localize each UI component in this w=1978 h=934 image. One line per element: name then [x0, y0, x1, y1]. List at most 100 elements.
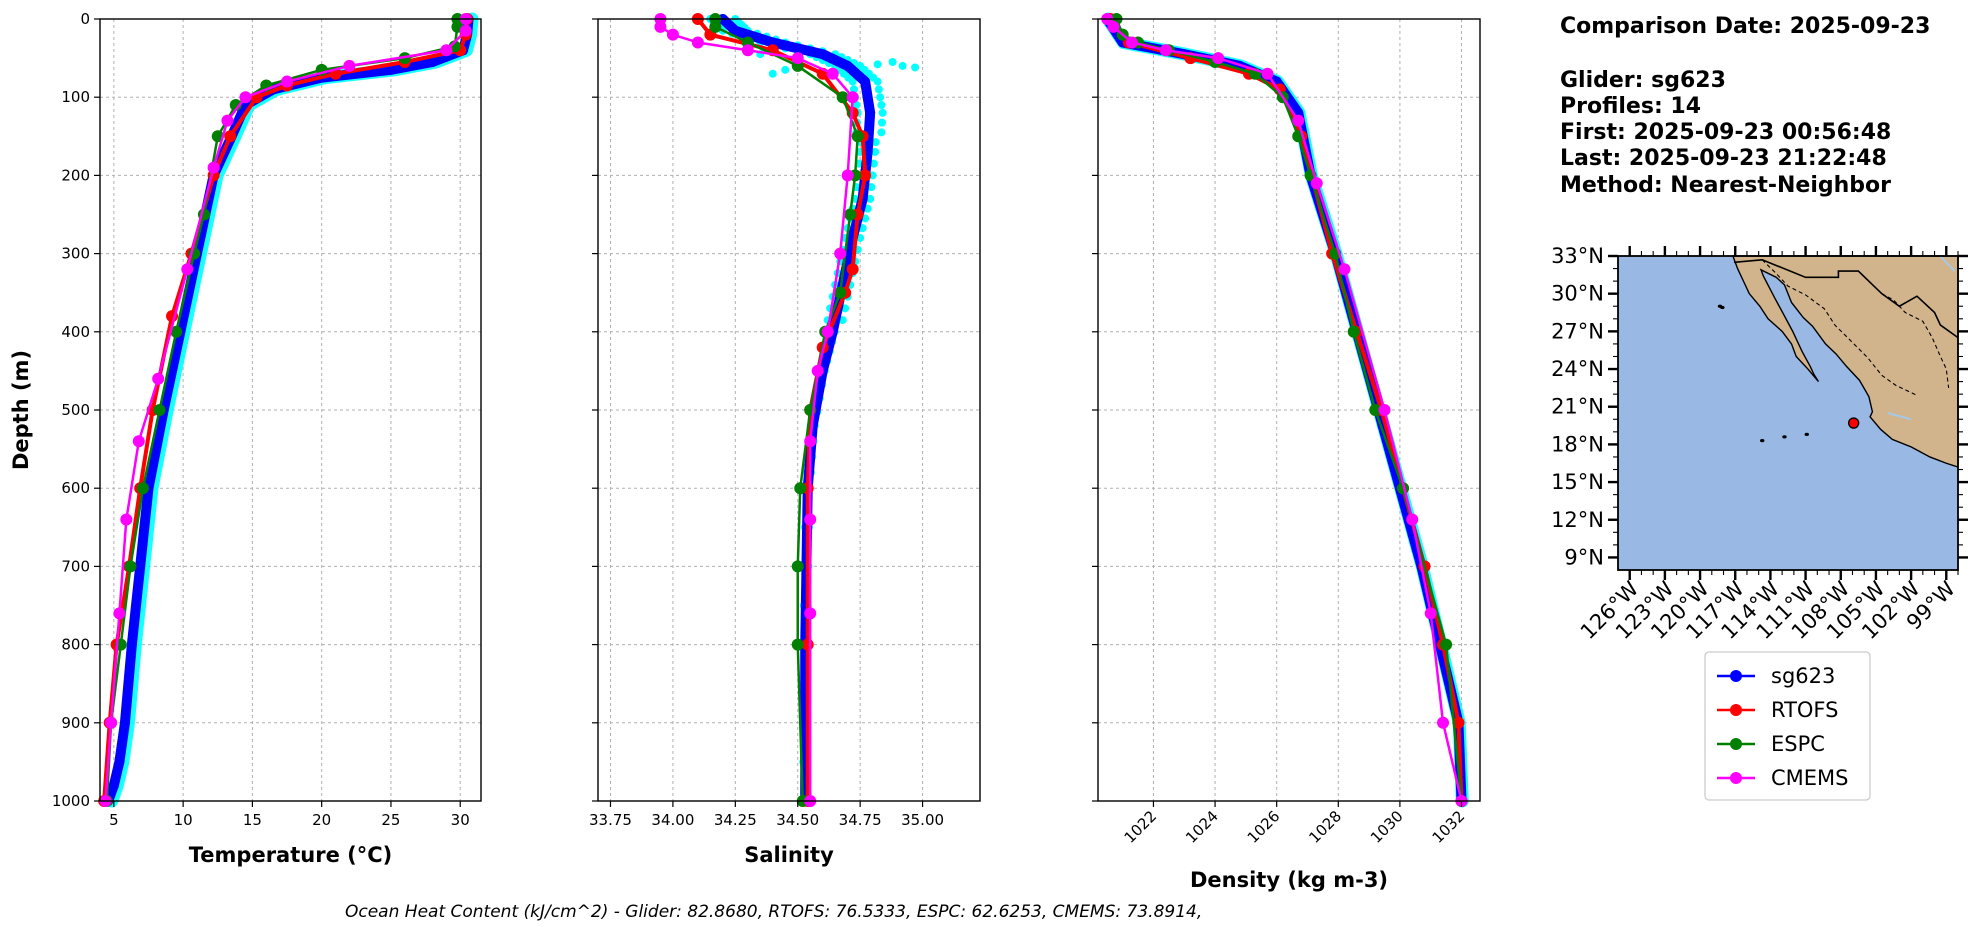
raw-glider-point: [876, 93, 885, 102]
data-point-cmems: [1310, 177, 1323, 190]
x-tick-label: 10: [174, 811, 193, 829]
data-point-cmems: [804, 435, 817, 448]
data-point-cmems: [821, 325, 834, 338]
y-tick-label: 700: [61, 557, 90, 575]
raw-glider-point: [867, 183, 876, 192]
y-axis-label: Depth (m): [9, 350, 33, 470]
data-point-sg623: [135, 561, 146, 572]
data-point-cmems: [666, 28, 679, 41]
data-point-cmems: [459, 24, 472, 37]
data-point-cmems: [1212, 52, 1225, 65]
data-point-sg623: [385, 64, 396, 75]
legend-label: sg623: [1771, 664, 1835, 688]
temperature-panel: 0 100 200 300 400 500 600 700 800 900 1000 5 10 15 20 2…: [9, 10, 482, 867]
data-point-sg623: [730, 25, 741, 36]
data-point-cmems: [804, 607, 817, 620]
raw-glider-point: [873, 77, 882, 86]
data-point-cmems: [120, 513, 133, 526]
data-point-espc: [124, 560, 137, 573]
data-point-rtofs: [859, 169, 872, 182]
legend-marker: [1730, 704, 1742, 716]
legend-label: RTOFS: [1771, 698, 1838, 722]
y-tick-label: 200: [61, 166, 90, 184]
data-point-cmems: [804, 513, 817, 526]
location-map: 33°N30°N27°N24°N21°N18°N15°N12°N9°N126°W…: [1551, 244, 1968, 644]
last-time: Last: 2025-09-23 21:22:48: [1560, 146, 1887, 171]
data-point-cmems: [1159, 44, 1172, 57]
legend-marker: [1730, 772, 1742, 784]
data-point-cmems: [239, 91, 252, 104]
data-point-espc: [844, 208, 857, 221]
data-point-sg623: [427, 57, 438, 68]
x-tick-label: 20: [312, 811, 331, 829]
data-point-cmems: [1406, 513, 1419, 526]
data-point-sg623: [108, 780, 119, 791]
glider-name: Glider: sg623: [1560, 68, 1726, 93]
legend: sg623 RTOFS ESPC CMEMS: [1704, 651, 1871, 801]
data-point-cmems: [343, 59, 356, 72]
data-point-cmems: [181, 263, 194, 276]
data-point-sg623: [817, 49, 828, 60]
density-panel: 1022 1024 1026 1028 1030 1032 Density (kg m-3): [1092, 12, 1481, 892]
x-tick-label: 34.50: [776, 811, 819, 829]
latitude-label: 18°N: [1551, 432, 1604, 456]
raw-glider-point: [873, 60, 882, 69]
data-point-cmems: [654, 20, 667, 33]
data-point-espc: [170, 325, 183, 338]
first-time: First: 2025-09-23 00:56:48: [1560, 120, 1892, 145]
data-point-cmems: [691, 36, 704, 49]
data-point-espc: [1347, 325, 1360, 338]
legend-marker: [1730, 670, 1742, 682]
x-tick-label: 1026: [1244, 807, 1284, 847]
state-border: [1881, 293, 1950, 388]
data-point-espc: [1440, 638, 1453, 651]
y-tick-label: 400: [61, 323, 90, 341]
x-tick-label: 1022: [1121, 807, 1161, 847]
x-tick-label: 30: [451, 811, 470, 829]
x-axis-label: Density (kg m-3): [1190, 868, 1388, 892]
y-tick-label: 800: [61, 636, 90, 654]
data-point-sg623: [842, 60, 853, 71]
raw-glider-point: [877, 101, 886, 110]
island: [1760, 439, 1765, 443]
data-point-espc: [791, 560, 804, 573]
data-point-espc: [136, 482, 149, 495]
x-tick-label: 1032: [1429, 807, 1469, 847]
x-tick-label: 35.00: [901, 811, 944, 829]
island: [1782, 435, 1787, 439]
x-tick-label: 34.00: [651, 811, 694, 829]
data-point-cmems: [1338, 263, 1351, 276]
raw-glider-point: [848, 77, 857, 86]
legend-label: CMEMS: [1771, 766, 1849, 790]
data-point-cmems: [132, 435, 145, 448]
x-tick-label: 34.75: [839, 811, 882, 829]
raw-glider-point: [852, 101, 861, 110]
data-point-cmems: [1292, 114, 1305, 127]
raw-glider-point: [866, 194, 875, 203]
x-tick-label: 15: [243, 811, 262, 829]
ocean-heat-content-caption: Ocean Heat Content (kJ/cm^2) - Glider: 8…: [345, 902, 1203, 922]
data-point-cmems: [281, 75, 294, 88]
data-point-cmems: [826, 67, 839, 80]
raw-glider-point: [869, 159, 878, 168]
data-point-cmems: [1437, 716, 1450, 729]
data-point-cmems: [841, 169, 854, 182]
data-point-cmems: [811, 364, 824, 377]
data-point-espc: [1369, 404, 1382, 416]
data-point-cmems: [1378, 404, 1391, 416]
raw-glider-point: [871, 147, 880, 156]
raw-glider-point: [898, 61, 907, 70]
raw-glider-point: [888, 58, 897, 67]
data-point-cmems: [1107, 20, 1120, 33]
data-point-cmems: [791, 52, 804, 65]
latitude-label: 21°N: [1551, 395, 1604, 419]
profiles-count: Profiles: 14: [1560, 94, 1702, 119]
data-point-espc: [791, 638, 804, 651]
data-point-cmems: [846, 91, 859, 104]
raw-glider-point: [874, 85, 883, 94]
y-tick-label: 600: [61, 479, 90, 497]
data-point-espc: [834, 286, 847, 299]
data-point-rtofs: [1452, 716, 1465, 729]
data-point-sg623: [865, 107, 876, 118]
